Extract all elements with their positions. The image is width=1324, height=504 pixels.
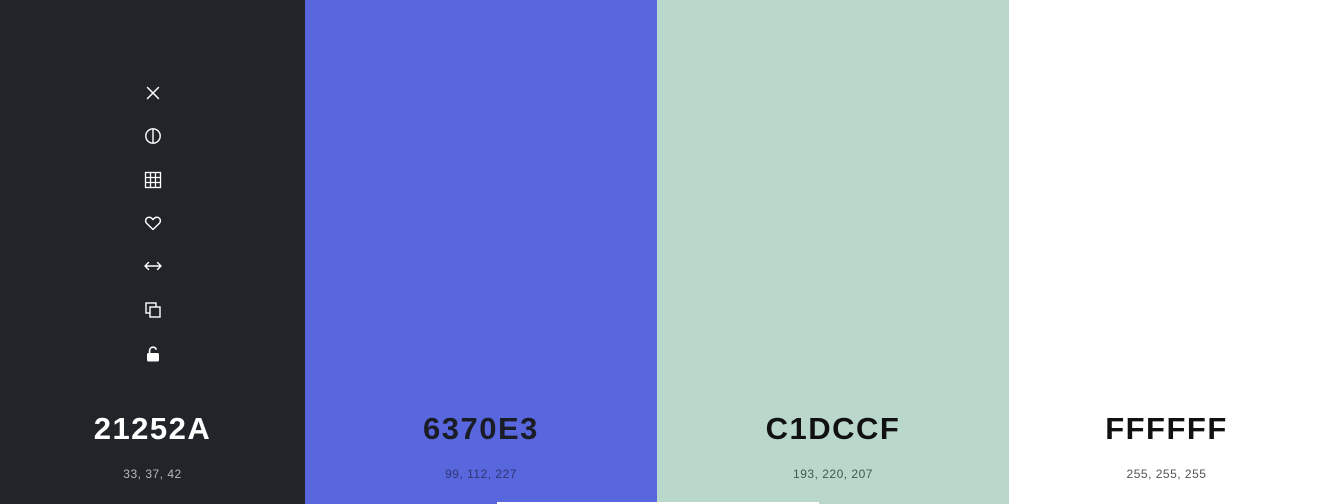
grid-icon [144,171,162,189]
favorite-button[interactable] [140,210,166,236]
hex-code[interactable]: 6370E3 [423,411,539,446]
copy-button[interactable] [140,297,166,323]
hex-code[interactable]: FFFFFF [1105,411,1228,446]
swatch-4[interactable]: FFFFFF 255, 255, 255 [1009,0,1324,504]
drag-horizontal-icon [143,257,163,275]
bottom-handle [497,502,819,504]
drag-button[interactable] [140,253,166,279]
contrast-icon [144,127,162,145]
rgb-value: 255, 255, 255 [1126,467,1207,481]
rgb-value: 193, 220, 207 [793,467,873,481]
view-shades-grid-button[interactable] [140,167,166,193]
hex-code[interactable]: 21252A [93,411,212,446]
hex-code[interactable]: C1DCCF [765,411,901,446]
rgb-value: 99, 112, 227 [445,467,517,481]
copy-icon [144,301,162,319]
shades-button[interactable] [140,123,166,149]
swatch-3[interactable]: C1DCCF 193, 220, 207 [657,0,1009,504]
unlock-icon [144,345,162,363]
remove-color-button[interactable] [140,80,166,106]
swatch-2[interactable]: 6370E3 99, 112, 227 [305,0,657,504]
lock-button[interactable] [140,341,166,367]
close-icon [144,84,162,102]
swatch-1[interactable]: 21252A 33, 37, 42 [0,0,305,504]
heart-icon [144,214,162,232]
rgb-value: 33, 37, 42 [123,467,182,481]
